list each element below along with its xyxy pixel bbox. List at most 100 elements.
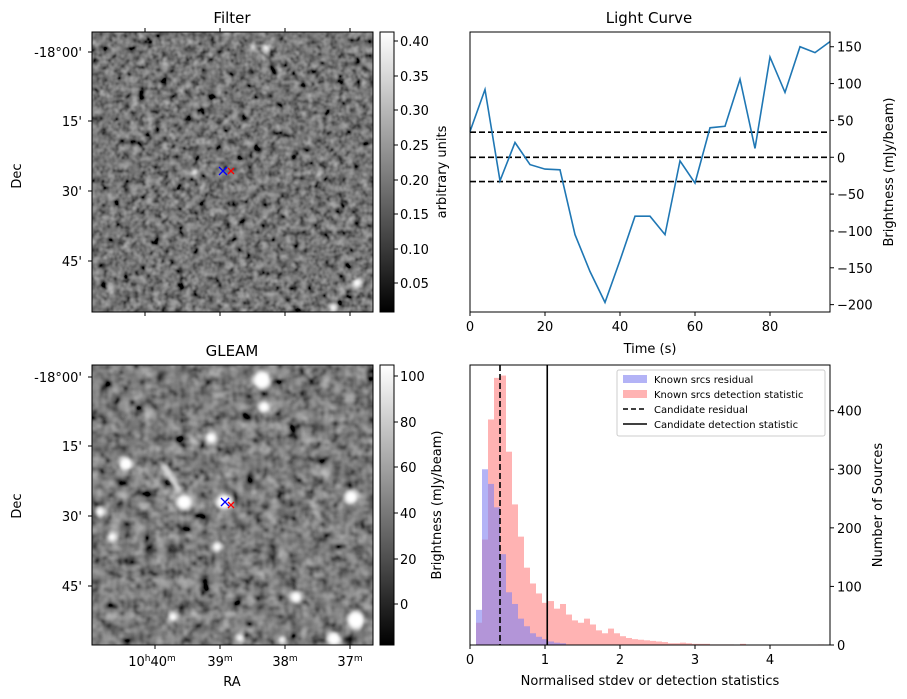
y-tick-label: 100	[837, 78, 862, 93]
lightcurve-xlabel: Time (s)	[623, 342, 677, 357]
y-tick-label: 0	[837, 151, 845, 166]
gleam-xtick: 39m	[207, 654, 232, 670]
gleam-xtick: 10h40m	[128, 654, 176, 670]
x-tick-label: 1	[541, 653, 549, 668]
filter-ytick: 30'	[62, 185, 82, 200]
residual-bar	[530, 633, 536, 645]
residual-bar	[494, 507, 500, 645]
lightcurve-line	[469, 40, 831, 305]
gleam-cbar-tick: 100	[400, 370, 425, 385]
detection-bar	[602, 633, 608, 645]
residual-bar	[476, 609, 482, 645]
gleam-colorbar: 0 20 40 60 80 100 Brightness (mJy/beam)	[379, 364, 445, 646]
histogram-xticks: 0 1 2 3 4	[466, 645, 774, 668]
filter-ytick: 45'	[62, 255, 82, 270]
legend-swatch-residual	[623, 375, 647, 383]
detection-bar	[554, 608, 560, 645]
y-tick-label: −150	[837, 262, 873, 277]
histogram-legend: Known srcs residual Known srcs detection…	[616, 369, 826, 437]
gleam-source-markers	[220, 497, 235, 509]
filter-cbar-tick: 0.05	[400, 277, 429, 292]
filter-cbar-tick: 0.15	[400, 208, 429, 223]
detection-bar	[686, 643, 692, 645]
detection-bar	[542, 602, 548, 645]
detection-bar	[650, 640, 656, 645]
legend-label: Known srcs detection statistic	[654, 390, 803, 401]
x-tick-label: 20	[537, 320, 554, 335]
histogram-ylabel: Number of Sources	[871, 443, 886, 568]
detection-bar	[656, 641, 662, 645]
filter-colorbar: 0.05 0.10 0.15 0.20 0.25 0.30 0.35 0.40 …	[379, 31, 450, 313]
lightcurve-thresholds	[470, 131, 830, 183]
filter-cbar-tick: 0.10	[400, 243, 429, 258]
filter-ylabel: Dec	[10, 163, 25, 188]
lightcurve-yticks: −200 −150 −100 −50 0 50 100 150	[830, 41, 873, 314]
filter-cbar-label: arbitrary units	[435, 125, 450, 218]
detection-bar	[500, 375, 506, 645]
y-tick-label: −100	[837, 225, 873, 240]
histogram-candidate-lines	[499, 365, 549, 645]
y-tick-label: 400	[837, 405, 862, 420]
x-tick-label: 4	[766, 653, 774, 668]
gleam-title: GLEAM	[206, 342, 259, 360]
legend-swatch-detection	[623, 390, 647, 398]
detection-bar	[692, 643, 698, 645]
filter-bright-sources	[108, 44, 362, 312]
gleam-cbar-tick: 0	[400, 598, 408, 613]
residual-bar	[512, 603, 518, 645]
legend-label: Candidate residual	[654, 405, 748, 416]
detection-bar	[518, 536, 524, 645]
y-tick-label: 0	[837, 639, 845, 654]
filter-ytick: -18°00'	[34, 46, 82, 61]
detection-bar	[596, 630, 602, 645]
gleam-sources	[95, 371, 365, 646]
x-tick-label: 0	[466, 653, 474, 668]
x-tick-label: 60	[687, 320, 704, 335]
x-tick-label: 0	[466, 320, 474, 335]
gleam-ytick: -18°00'	[34, 371, 82, 386]
residual-bar	[488, 483, 494, 645]
detection-bar	[548, 601, 554, 645]
y-tick-label: −50	[837, 188, 864, 203]
filter-cbar-tick: 0.40	[400, 35, 429, 50]
gleam-ytick: 30'	[62, 510, 82, 525]
detection-bar	[572, 620, 578, 645]
lightcurve-series	[469, 40, 831, 305]
filter-panel: Filter -18°00' 15' 30' 45' Dec	[10, 9, 450, 316]
histogram-bars	[476, 375, 824, 645]
gleam-xtick: 37m	[337, 654, 362, 670]
x-tick-label: 40	[612, 320, 629, 335]
x-tick-label: 80	[762, 320, 779, 335]
detection-bar	[608, 628, 614, 645]
detection-bar	[512, 504, 518, 645]
residual-bar	[506, 592, 512, 645]
detection-bar	[740, 643, 746, 645]
lightcurve-title: Light Curve	[606, 9, 692, 27]
lightcurve-panel: Light Curve 0 20 40 60 80 −200 −150 −100 −50 0 50…	[466, 9, 897, 357]
detection-bar	[560, 603, 566, 645]
detection-bar	[668, 643, 674, 645]
gleam-xtick: 38m	[272, 654, 297, 670]
detection-bar	[680, 642, 686, 645]
detection-bar	[590, 624, 596, 645]
detection-bar	[632, 639, 638, 645]
histogram-yticks: 0 100 200 300 400	[830, 405, 862, 654]
detection-bar	[584, 618, 590, 645]
lightcurve-xticks: 0 20 40 60 80	[466, 312, 778, 335]
filter-title: Filter	[213, 9, 251, 27]
detection-bar	[614, 633, 620, 645]
filter-ytick-marks	[88, 28, 351, 316]
gleam-ylabel: Dec	[10, 493, 25, 518]
gleam-cbar-tick: 40	[400, 507, 417, 522]
detection-bar	[626, 637, 632, 645]
lightcurve-ylabel: Brightness (mJy/beam)	[882, 98, 897, 247]
residual-bar	[524, 626, 530, 645]
residual-bar	[548, 641, 554, 645]
gleam-cbar-label: Brightness (mJy/beam)	[430, 431, 445, 580]
gleam-cbar-tick: 60	[400, 461, 417, 476]
x-tick-label: 2	[616, 653, 624, 668]
residual-bar	[536, 636, 542, 645]
filter-cbar-tick: 0.30	[400, 104, 429, 119]
legend-label: Known srcs residual	[654, 375, 753, 386]
